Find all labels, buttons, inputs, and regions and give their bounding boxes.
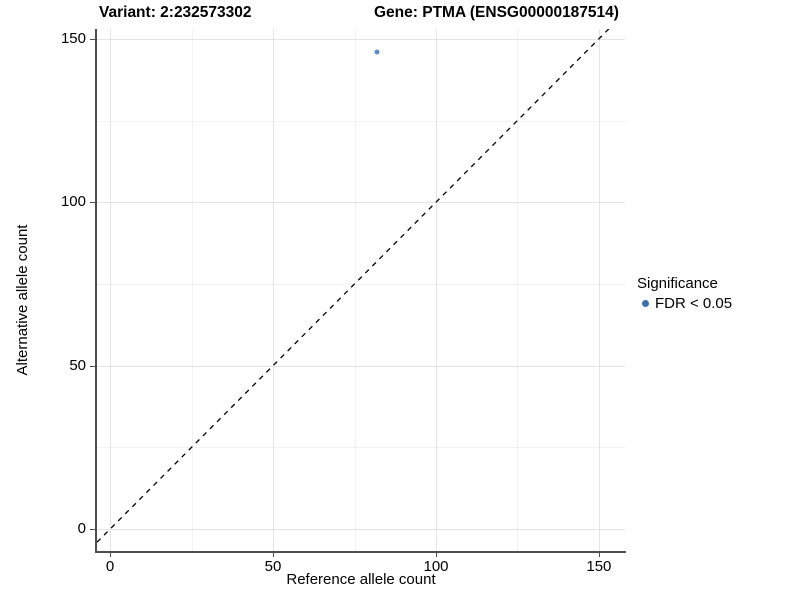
gridline-minor-horizontal	[97, 120, 625, 122]
x-axis-line	[95, 551, 626, 553]
chart-title: Variant: 2:232573302 Gene: PTMA (ENSG000…	[0, 3, 725, 23]
x-axis-tick	[273, 552, 275, 557]
gridline-major-horizontal	[97, 202, 625, 204]
gridline-major-vertical	[273, 29, 274, 552]
y-axis-title: Alternative allele count	[14, 224, 31, 376]
gridline-major-horizontal	[97, 529, 625, 531]
legend-title: Significance	[637, 275, 718, 292]
legend: Significance FDR < 0.05	[637, 274, 787, 313]
y-axis-tick-label: 50	[69, 356, 86, 374]
y-axis-tick-label: 150	[60, 29, 86, 47]
identity-line	[97, 29, 610, 543]
y-axis-tick	[90, 38, 95, 41]
gridline-minor-vertical	[191, 29, 193, 552]
gridline-major-horizontal	[97, 38, 625, 40]
gridline-major-vertical	[598, 29, 600, 552]
x-axis-tick-label: 0	[105, 558, 115, 575]
legend-item-label: FDR < 0.05	[655, 295, 733, 312]
legend-dot-icon	[642, 300, 649, 307]
x-axis-tick	[436, 552, 438, 557]
x-axis-tick	[598, 552, 601, 557]
gridline-major-vertical	[436, 29, 437, 552]
legend-items: FDR < 0.05	[637, 294, 787, 313]
x-axis-title: Reference allele count	[286, 571, 436, 588]
gridline-minor-horizontal	[97, 284, 625, 285]
y-axis-tick-label: 0	[77, 520, 86, 538]
y-axis-tick	[90, 529, 95, 531]
y-axis-tick	[90, 365, 95, 367]
gene-title: Gene: PTMA (ENSG00000187514)	[374, 4, 619, 21]
gridline-major-horizontal	[97, 365, 625, 367]
y-axis-tick-label: 100	[60, 193, 86, 211]
legend-item[interactable]: FDR < 0.05	[637, 294, 787, 313]
x-axis-tick-label: 100	[423, 558, 449, 575]
plot-panel	[97, 29, 625, 552]
legend-marker-icon	[637, 295, 654, 312]
y-axis-line	[95, 29, 97, 552]
gridline-major-vertical	[110, 29, 111, 552]
x-axis-tick-label: 50	[264, 558, 282, 575]
gridline-minor-vertical	[354, 29, 356, 552]
data-point[interactable]	[374, 49, 380, 55]
gridline-minor-vertical	[517, 29, 519, 552]
identity-reference-line	[97, 29, 610, 543]
y-axis-tick	[90, 202, 95, 204]
variant-title: Variant: 2:232573302	[99, 4, 252, 21]
x-axis-tick-label: 150	[586, 558, 612, 575]
gridline-minor-horizontal	[97, 447, 625, 449]
x-axis-tick	[110, 552, 112, 557]
